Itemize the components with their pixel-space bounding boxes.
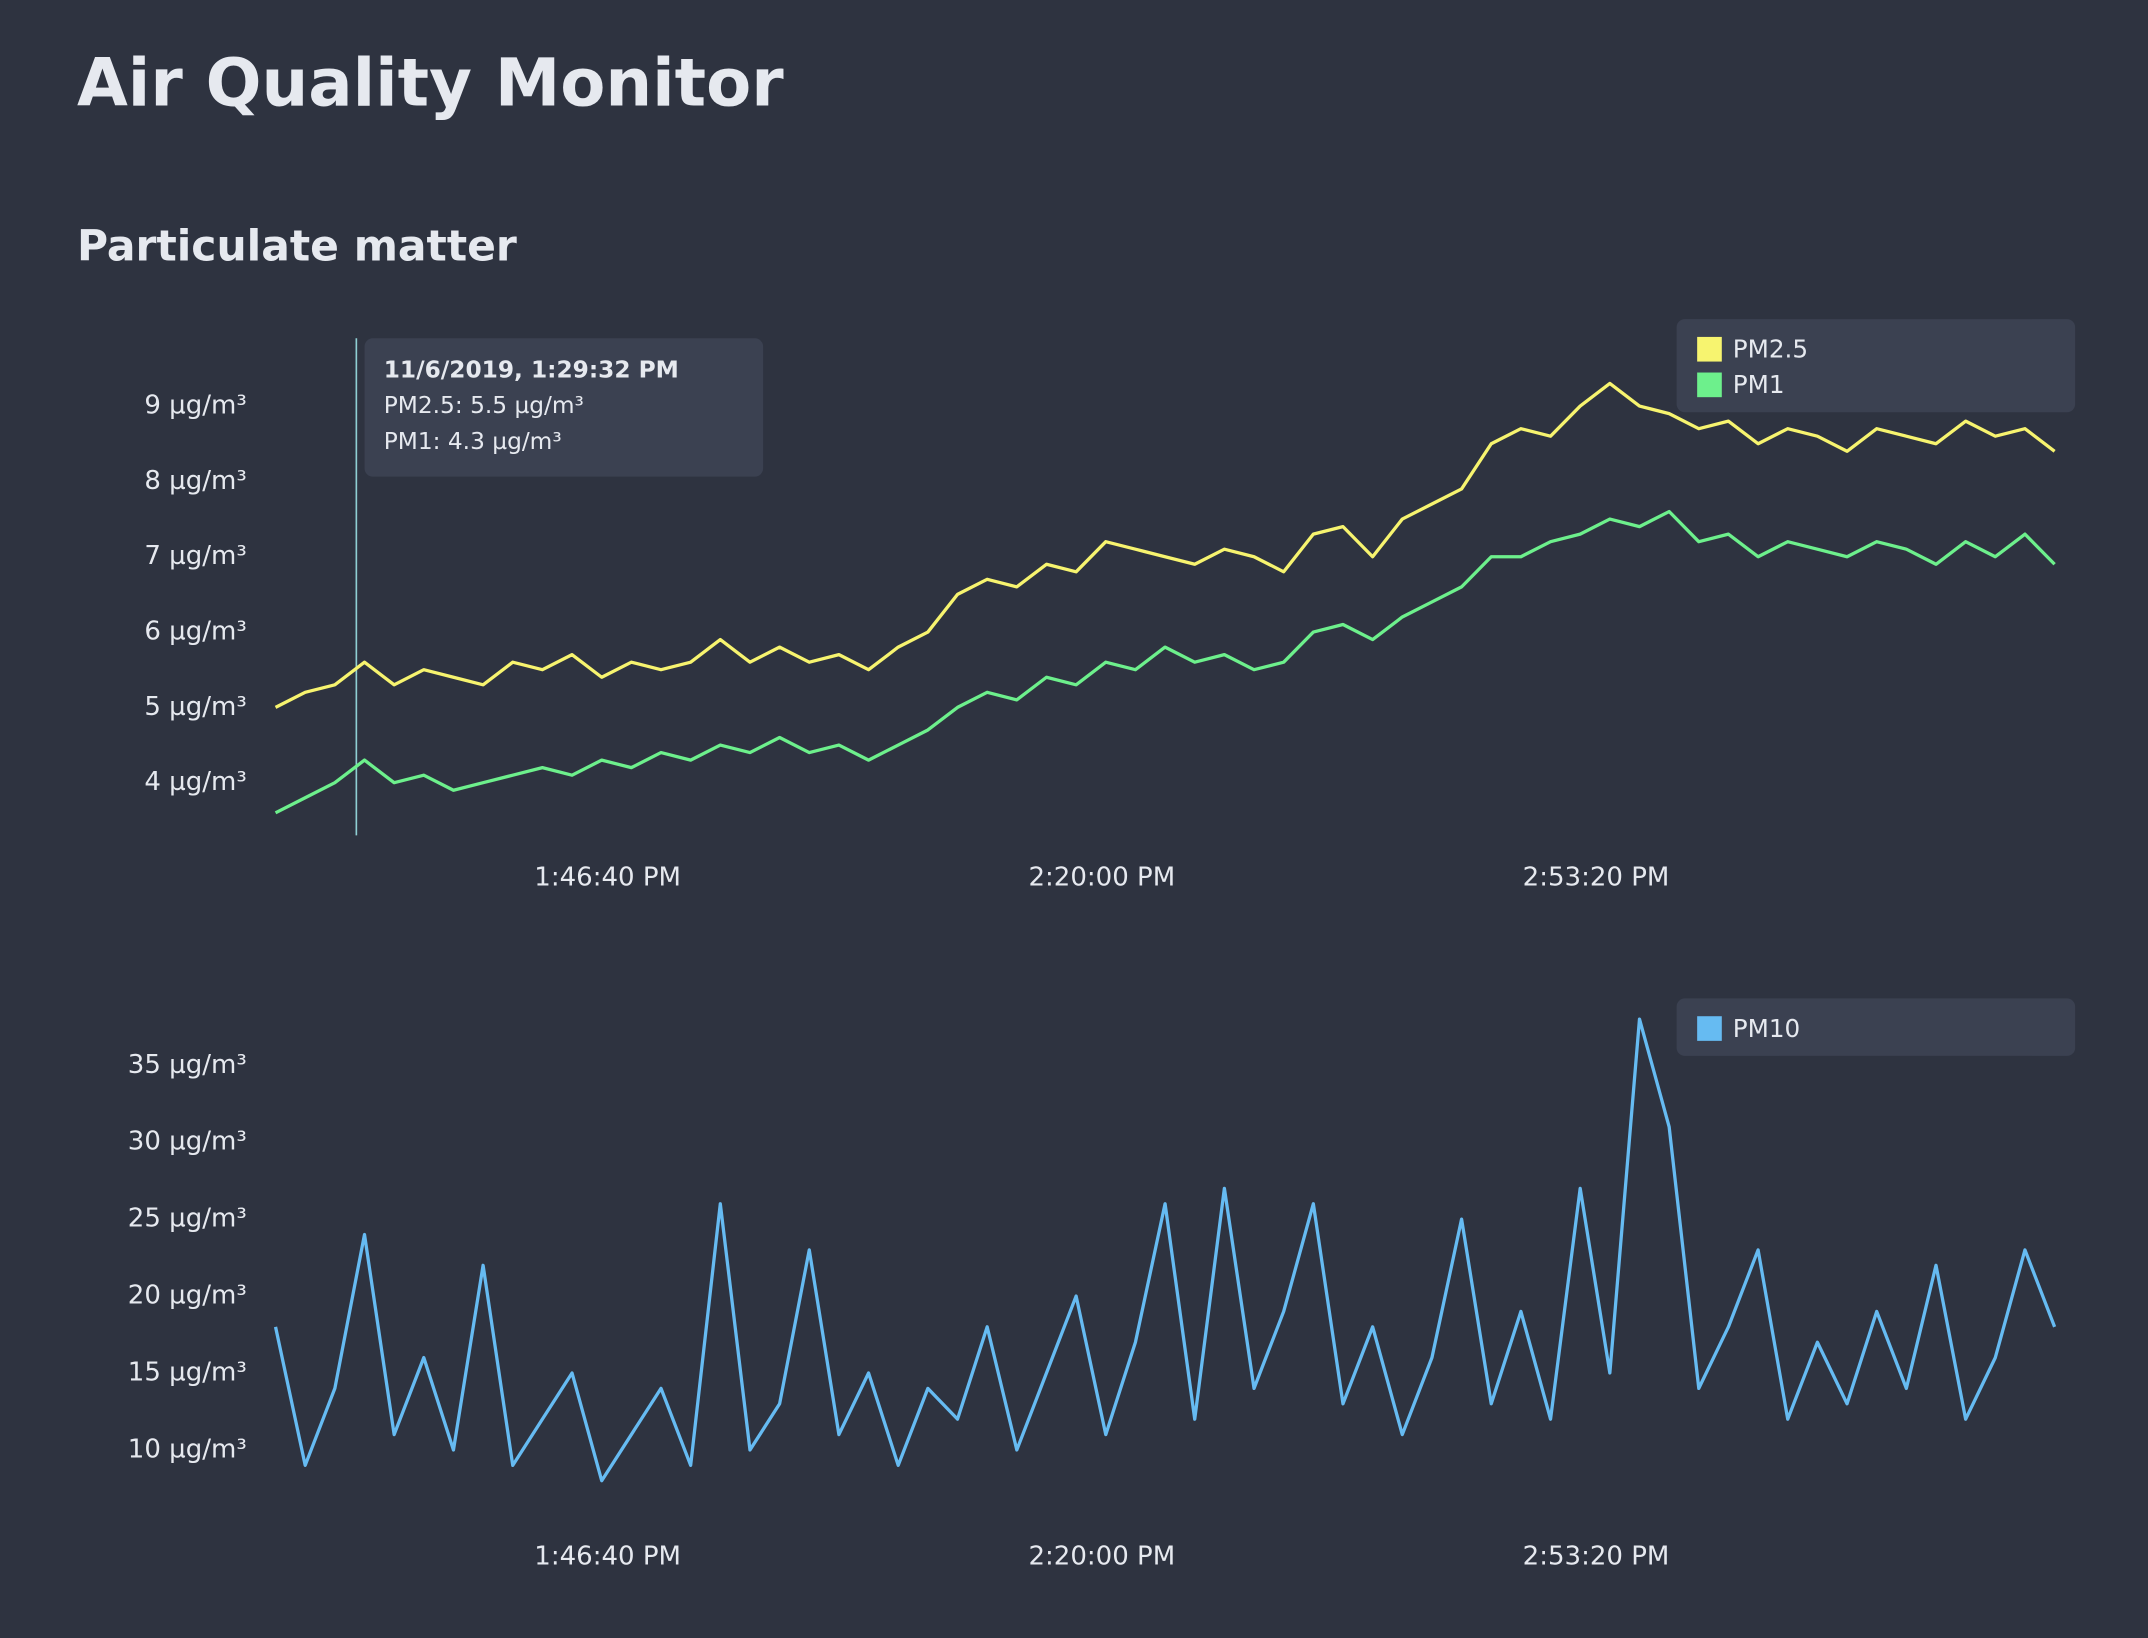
y-tick-label: 4 µg/m³	[144, 767, 246, 797]
legend-swatch[interactable]	[1697, 1016, 1722, 1041]
y-tick-label: 15 µg/m³	[128, 1358, 247, 1388]
x-tick-label: 2:53:20 PM	[1523, 1542, 1670, 1572]
x-tick-label: 1:46:40 PM	[534, 862, 681, 892]
legend-label[interactable]: PM10	[1733, 1014, 1800, 1043]
y-tick-label: 20 µg/m³	[128, 1281, 247, 1311]
legend-box	[1676, 998, 2076, 1056]
series-line	[274, 381, 2056, 709]
tooltip-line: PM2.5: 5.5 µg/m³	[384, 392, 584, 419]
tooltip-line: PM1: 4.3 µg/m³	[384, 428, 562, 455]
y-tick-label: 9 µg/m³	[144, 391, 246, 421]
x-tick-label: 2:20:00 PM	[1028, 862, 1175, 892]
legend-box	[1676, 319, 2076, 413]
legend-swatch[interactable]	[1697, 336, 1722, 362]
y-tick-label: 25 µg/m³	[128, 1204, 247, 1234]
y-tick-label: 30 µg/m³	[128, 1127, 247, 1157]
tooltip-box	[364, 338, 764, 477]
x-tick-label: 2:20:00 PM	[1028, 1542, 1175, 1572]
y-tick-label: 7 µg/m³	[144, 541, 246, 571]
page-title: Air Quality Monitor	[77, 45, 784, 122]
y-tick-label: 5 µg/m³	[144, 692, 246, 722]
section-title: Particulate matter	[77, 223, 517, 272]
legend-label[interactable]: PM2.5	[1733, 335, 1808, 364]
y-tick-label: 10 µg/m³	[128, 1434, 247, 1464]
legend-swatch[interactable]	[1697, 372, 1722, 398]
series-line	[274, 509, 2056, 815]
y-tick-label: 35 µg/m³	[128, 1050, 247, 1080]
series-line	[273, 1017, 2057, 1483]
x-tick-label: 1:46:40 PM	[534, 1542, 681, 1572]
x-tick-label: 2:53:20 PM	[1523, 862, 1670, 892]
legend-label[interactable]: PM1	[1733, 370, 1785, 399]
y-tick-label: 8 µg/m³	[144, 466, 246, 496]
tooltip-title: 11/6/2019, 1:29:32 PM	[384, 357, 679, 384]
y-tick-label: 6 µg/m³	[144, 617, 246, 647]
